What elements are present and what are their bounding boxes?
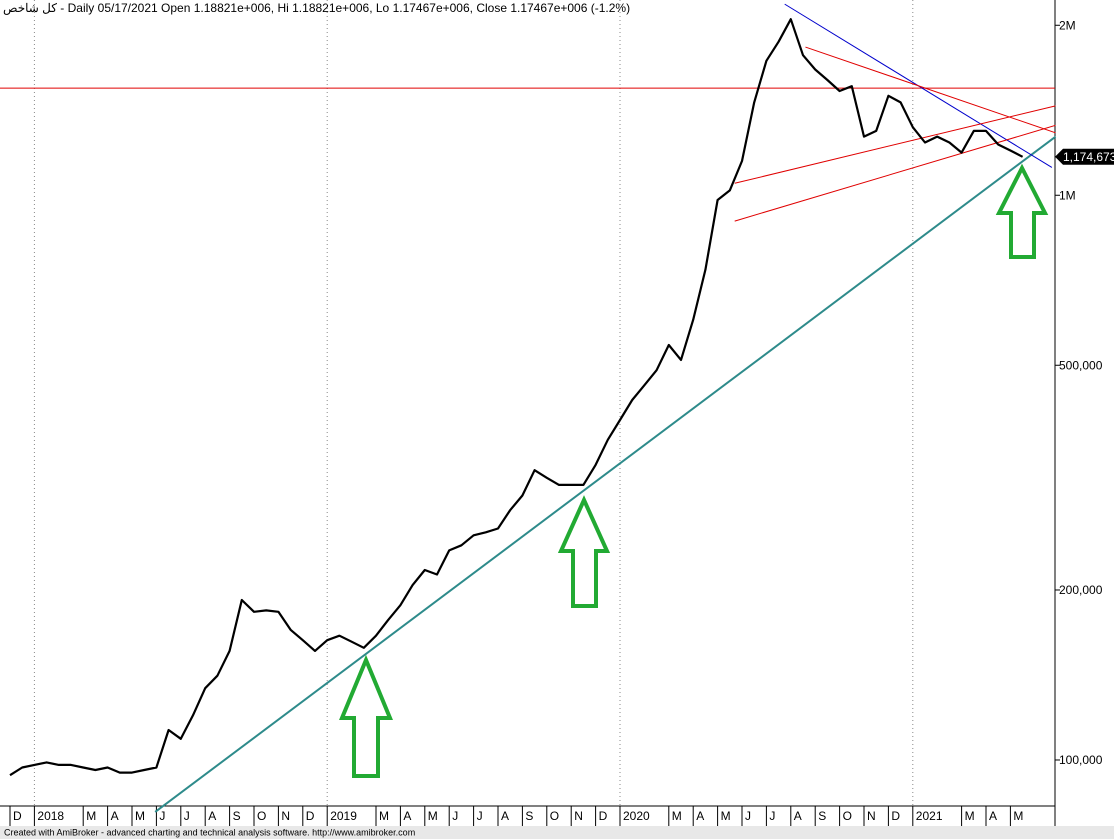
x-tick-label: A [208,809,216,823]
y-tick-label: 100,000 [1059,753,1103,767]
x-tick-label: M [965,809,975,823]
trend-line [805,46,1056,134]
trend-line [734,105,1056,184]
x-tick-label: J [159,809,165,823]
up-arrow [557,495,611,608]
x-tick-label: A [696,809,704,823]
x-tick-label: M [721,809,731,823]
x-tick-label: D [599,809,608,823]
x-tick-label: M [379,809,389,823]
last-value-label: 1,174,673 [1063,150,1114,164]
x-tick-label: S [233,809,241,823]
arrows [339,163,1049,778]
x-tick-label: 2021 [916,809,943,823]
trend-line [734,124,1056,222]
x-tick-label: N [281,809,290,823]
y-tick-label: 200,000 [1059,583,1103,597]
x-tick-label: O [550,809,559,823]
x-tick-label: A [794,809,802,823]
chart-title: كل شاخص - Daily 05/17/2021 Open 1.18821e… [3,1,630,15]
x-tick-label: A [501,809,509,823]
x-tick-label: M [1013,809,1023,823]
x-tick-label: D [306,809,315,823]
x-tick-label: S [525,809,533,823]
footer-band [0,826,1114,839]
x-tick-label: A [989,809,997,823]
trend-line [154,135,1057,813]
x-tick-label: J [745,809,751,823]
x-tick-label: 2018 [37,809,64,823]
x-tick-label: J [184,809,190,823]
x-tick-label: M [86,809,96,823]
x-tick-label: O [843,809,852,823]
x-tick-label: J [769,809,775,823]
x-tick-label: A [111,809,119,823]
x-tick-label: S [818,809,826,823]
footer: Created with AmiBroker - advanced charti… [4,827,415,837]
x-tick-label: J [452,809,458,823]
x-tick-label: M [428,809,438,823]
y-tick-label: 2M [1059,18,1076,32]
up-arrow [995,163,1049,259]
x-tick-label: O [257,809,266,823]
x-tick-label: 2020 [623,809,650,823]
x-tick-label: M [672,809,682,823]
x-tick-label: J [477,809,483,823]
price-line [9,18,1024,777]
x-tick-label: N [574,809,583,823]
y-tick-label: 500,000 [1059,358,1103,372]
x-tick-label: N [867,809,876,823]
x-tick-label: A [403,809,411,823]
last-value-box [1055,148,1114,165]
x-tick-label: D [891,809,900,823]
up-arrow [339,654,393,778]
y-tick-label: 1M [1059,188,1076,202]
x-tick-label: D [13,809,22,823]
x-tick-label: 2019 [330,809,357,823]
x-tick-label: M [135,809,145,823]
